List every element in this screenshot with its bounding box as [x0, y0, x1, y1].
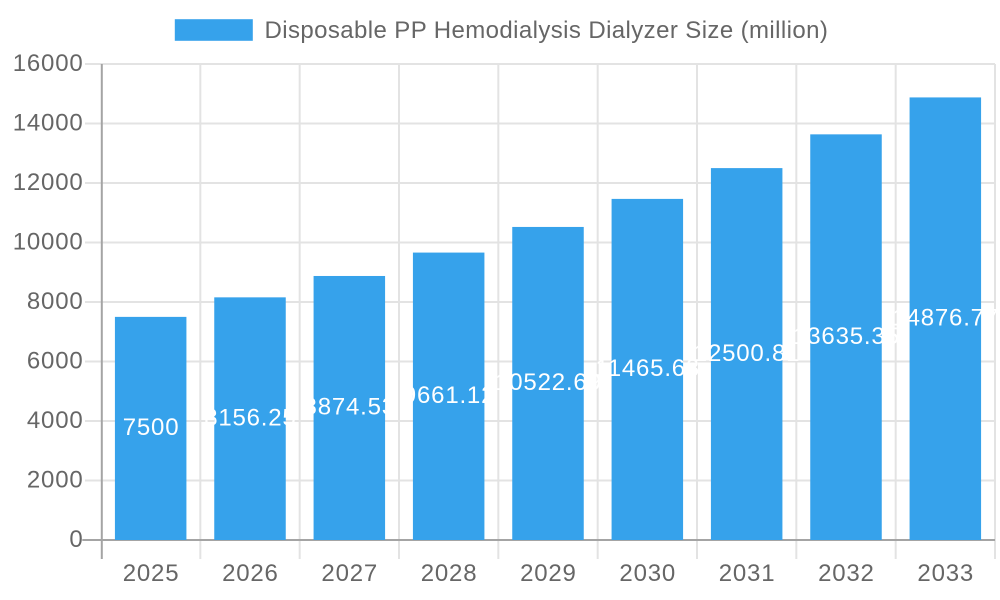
- svg-text:2030: 2030: [619, 560, 676, 587]
- svg-text:12000: 12000: [13, 169, 84, 196]
- svg-text:14876.77: 14876.77: [892, 304, 999, 331]
- svg-text:16000: 16000: [13, 50, 84, 77]
- svg-text:8000: 8000: [27, 288, 84, 315]
- svg-text:11465.68: 11465.68: [595, 355, 700, 382]
- svg-text:7500: 7500: [123, 414, 180, 441]
- svg-text:9661.12: 9661.12: [403, 382, 495, 409]
- svg-text:2027: 2027: [321, 560, 378, 587]
- svg-text:8874.53: 8874.53: [304, 394, 396, 421]
- svg-text:6000: 6000: [27, 348, 84, 375]
- svg-text:14000: 14000: [13, 110, 84, 137]
- svg-text:2000: 2000: [27, 467, 84, 494]
- svg-text:13635.35: 13635.35: [793, 323, 900, 350]
- svg-text:8156.25: 8156.25: [204, 404, 296, 431]
- svg-text:2033: 2033: [917, 560, 974, 587]
- svg-text:2026: 2026: [222, 560, 279, 587]
- svg-text:2032: 2032: [818, 560, 875, 587]
- svg-text:Disposable PP Hemodialysis Dia: Disposable PP Hemodialysis Dialyzer Size…: [265, 17, 829, 44]
- svg-text:10000: 10000: [13, 229, 84, 256]
- svg-text:12500.81: 12500.81: [694, 340, 801, 367]
- svg-text:2031: 2031: [719, 560, 776, 587]
- svg-text:2028: 2028: [421, 560, 478, 587]
- svg-text:2025: 2025: [123, 560, 180, 587]
- svg-text:4000: 4000: [27, 407, 84, 434]
- svg-text:2029: 2029: [520, 560, 577, 587]
- svg-text:10522.69: 10522.69: [495, 369, 602, 396]
- svg-text:0: 0: [69, 526, 83, 553]
